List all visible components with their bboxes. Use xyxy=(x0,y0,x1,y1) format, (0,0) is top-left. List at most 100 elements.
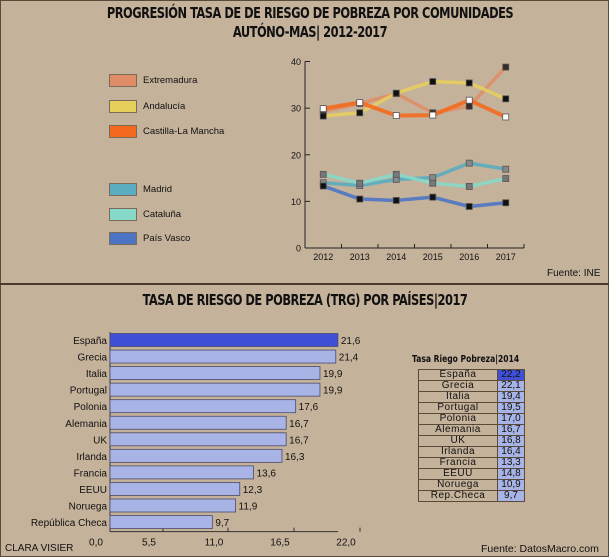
table-row: UK 16,8 xyxy=(418,435,525,447)
table-value-cell: 13,3 xyxy=(497,457,525,469)
bar-x-tick-label: 11,0 xyxy=(205,538,224,549)
table-row: Portugal 19,5 xyxy=(418,402,525,414)
table-value-cell: 14,8 xyxy=(497,468,525,480)
table-value-cell: 16,8 xyxy=(497,435,525,447)
table-row: Polonia 17,0 xyxy=(418,413,525,425)
bar-value-label: 19,9 xyxy=(323,386,343,397)
table-title: Tasa Riego Pobreza|2014 xyxy=(412,354,520,365)
x-tick-label: 2015 xyxy=(423,252,443,262)
bar-alemania xyxy=(109,415,287,430)
x-tick-label: 2014 xyxy=(386,252,406,262)
bar-x-tick-label: 0,0 xyxy=(89,538,103,549)
data-point-pais_vasco xyxy=(392,197,400,204)
y-tick-label: 20 xyxy=(291,150,301,160)
bar-value-label: 16,3 xyxy=(285,452,305,463)
table-country-cell: Irlanda xyxy=(418,446,498,458)
y-tick-label: 40 xyxy=(291,57,301,67)
line-series-clm xyxy=(322,98,507,119)
bar-value-label: 21,6 xyxy=(341,336,361,347)
legend-label: País Vasco xyxy=(143,232,191,244)
table-value-cell: 19,5 xyxy=(497,402,525,414)
bar-value-label: 12,3 xyxy=(243,485,263,496)
legend-label: Madrid xyxy=(143,183,173,195)
table-country-cell: UK xyxy=(418,435,498,447)
data-point-pais_vasco xyxy=(356,195,364,203)
legend-label: Extremadura xyxy=(143,74,198,86)
table-country-cell: Francia xyxy=(418,457,498,469)
bar-category-label: Irlanda xyxy=(76,452,107,463)
data-point-pais_vasco xyxy=(465,203,473,210)
legend-swatch xyxy=(109,207,137,221)
legend-label: Cataluña xyxy=(143,208,182,220)
table-country-cell: EEUU xyxy=(418,468,498,480)
table-row: EEUU 14,8 xyxy=(418,468,525,480)
line-chart-source: Fuente: INE xyxy=(547,268,601,279)
bar-value-label: 16,7 xyxy=(289,435,309,446)
section-divider xyxy=(0,283,609,285)
table-row: España 22,2 xyxy=(418,369,525,381)
bar-category-label: Grecia xyxy=(78,353,108,364)
x-tick-label: 2016 xyxy=(459,252,479,262)
poverty-rate-2014-table: España 22,2 Grecia 22,1 Italia 19,4 Portugal 19… xyxy=(418,369,525,502)
line-series-cataluna xyxy=(322,172,507,189)
bar-francia xyxy=(109,465,254,480)
table-country-cell: Polonia xyxy=(418,413,498,425)
bar-category-label: UK xyxy=(93,435,107,446)
data-point-clm xyxy=(465,96,473,104)
legend-item: Castilla-La Mancha xyxy=(109,123,224,139)
line-chart: 0 10 20 30 40 2012 2013 2014 2015 2016 2017 xyxy=(291,57,525,262)
bar-uk xyxy=(109,432,287,447)
bar-category-label: Noruega xyxy=(69,502,108,513)
bar-grecia xyxy=(109,349,337,364)
bar-polonia xyxy=(109,399,297,414)
table-country-cell: Rep.Checa xyxy=(418,490,498,502)
bar-value-label: 13,6 xyxy=(256,468,276,479)
legend-label: Castilla-La Mancha xyxy=(143,125,225,137)
line-series-pais_vasco xyxy=(322,184,506,209)
bar-value-label: 9,7 xyxy=(215,518,229,529)
data-point-extremadura xyxy=(502,63,510,71)
table-country-cell: España xyxy=(418,369,498,381)
data-point-cataluna xyxy=(392,170,400,178)
table-value-cell: 16,7 xyxy=(497,424,525,436)
data-point-cataluna xyxy=(429,179,437,187)
bar-españa xyxy=(109,333,339,347)
bar-value-label: 19,9 xyxy=(323,369,343,380)
table-value-cell: 10,9 xyxy=(497,479,525,491)
bar-noruega xyxy=(109,498,236,513)
data-point-andalucia xyxy=(465,79,473,87)
table-country-cell: Portugal xyxy=(418,402,498,414)
data-point-pais_vasco xyxy=(319,182,327,190)
bar-república-checa xyxy=(109,515,213,529)
table-row: Italia 19,4 xyxy=(418,391,525,403)
table-value-cell: 19,4 xyxy=(497,391,525,403)
bar-value-label: 11,9 xyxy=(239,502,258,513)
author-credit: CLARA VISIER xyxy=(5,543,74,554)
data-point-cataluna xyxy=(319,170,327,178)
bar-portugal xyxy=(109,382,321,397)
bar-category-label: España xyxy=(73,336,107,347)
legend-item: Extremadura xyxy=(109,72,197,88)
bar-value-label: 21,4 xyxy=(339,353,359,364)
table-country-cell: Grecia xyxy=(418,380,498,392)
data-point-clm xyxy=(429,111,437,119)
y-tick-label: 0 xyxy=(296,244,301,254)
data-point-cataluna xyxy=(356,179,364,187)
legend-label: Andalucía xyxy=(143,100,186,112)
data-point-clm xyxy=(356,99,364,106)
legend-swatch xyxy=(109,73,137,87)
bar-value-label: 16,7 xyxy=(289,419,309,430)
legend-item: País Vasco xyxy=(109,230,190,246)
data-point-madrid xyxy=(465,159,473,167)
bar-category-label: Polonia xyxy=(74,402,108,413)
x-tick-label: 2012 xyxy=(313,252,333,262)
data-point-pais_vasco xyxy=(429,193,437,201)
legend-item: Cataluña xyxy=(109,206,181,222)
table-value-cell: 17,0 xyxy=(497,413,525,425)
bar-italia xyxy=(109,366,321,381)
x-tick-label: 2017 xyxy=(496,252,516,262)
table-row: Alemania 16,7 xyxy=(418,424,525,436)
data-point-andalucia xyxy=(356,109,364,117)
line-series-andalucia xyxy=(323,79,507,118)
data-point-madrid xyxy=(502,165,510,173)
